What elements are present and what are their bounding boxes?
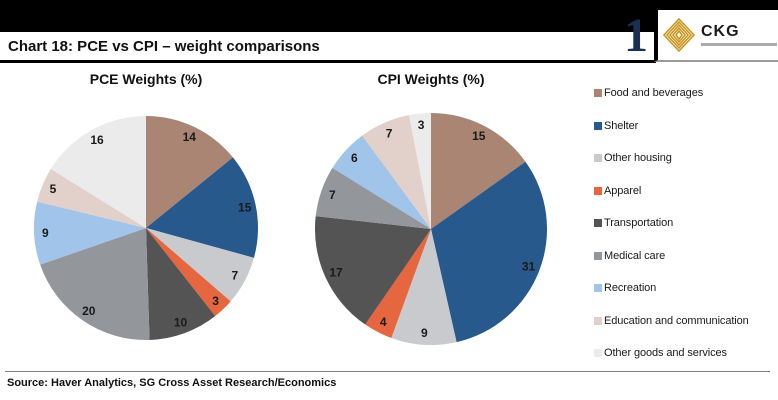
- ckg-diamond-ring: [671, 26, 687, 44]
- legend-swatch: [594, 316, 602, 325]
- pie-slice-label: 3: [418, 118, 425, 132]
- pie-slice: [391, 229, 457, 345]
- pie-slice-label: 9: [421, 326, 428, 340]
- pie-slice-label: 20: [82, 304, 96, 318]
- pce-pie-chart: 14 15 73 10 20 9 5 16: [34, 116, 258, 340]
- pce-pie-title: PCE Weights (%): [89, 71, 203, 87]
- legend-label: Recreation: [604, 282, 657, 294]
- pie-slice: [50, 116, 146, 228]
- pie-slice-label: 9: [42, 226, 49, 240]
- pie-slice-label: 14: [183, 130, 197, 144]
- pie-slice-label: 17: [329, 265, 343, 279]
- legend-swatch: [594, 284, 602, 292]
- ckg-diamond-ring: [665, 20, 693, 50]
- pie-slice-label: 6: [351, 151, 358, 165]
- legend-label: Apparel: [604, 184, 642, 197]
- pie-slice: [146, 228, 231, 317]
- legend-swatch: [594, 89, 602, 97]
- pie-slice: [409, 113, 431, 229]
- legend-item: Food and beverages: [594, 88, 749, 100]
- legend-item: Transportation: [594, 218, 749, 230]
- source-note: Source: Haver Analytics, SG Cross Asset …: [7, 377, 337, 389]
- ckg-logo: CKG: [654, 10, 778, 62]
- legend-swatch: [594, 219, 602, 227]
- pie-slice-label: 15: [238, 200, 252, 214]
- pie-slice-label: 16: [90, 133, 104, 147]
- chart-title: Chart 18: PCE vs CPI – weight comparison…: [8, 38, 320, 55]
- pie-slice-label: 10: [174, 316, 188, 330]
- ckg-logo-tagline: [701, 43, 777, 46]
- legend-label: Other goods and services: [604, 347, 727, 359]
- pie-slice: [37, 168, 146, 228]
- pie-slice-label: 5: [50, 182, 57, 196]
- legend-label: Medical care: [604, 249, 666, 262]
- pie-slice: [431, 113, 526, 229]
- legend-swatch: [594, 154, 602, 162]
- footer-divider: [5, 371, 770, 372]
- pie-slice-label: 4: [380, 315, 387, 329]
- pie-slice: [146, 116, 233, 228]
- pie-slice: [146, 228, 254, 302]
- ckg-diamond-ring: [668, 23, 690, 47]
- ckg-diamond-icon: [663, 18, 695, 52]
- cpi-pie-chart: 15 31 9 4 17 7 6 7 3: [315, 113, 547, 345]
- pie-slice: [365, 229, 431, 338]
- pie-slice: [332, 135, 431, 229]
- legend-swatch: [594, 186, 602, 195]
- cpi-pie-title: CPI Weights (%): [377, 71, 485, 87]
- pie-slice-label: 7: [386, 126, 393, 140]
- top-black-bar: [0, 0, 778, 32]
- pie-slice: [146, 228, 216, 340]
- page-number: 1: [624, 9, 648, 62]
- pie-slice-label: 7: [329, 188, 336, 202]
- legend-item: Shelter: [594, 119, 749, 133]
- legend-label: Other housing: [604, 152, 672, 164]
- legend-item: Education and communication: [594, 314, 749, 328]
- pie-slice-label: 3: [212, 294, 219, 308]
- pie-slice: [34, 201, 146, 265]
- pie-slice-label: 31: [522, 259, 536, 273]
- pie-slice: [431, 161, 547, 343]
- title-underline: [0, 60, 656, 63]
- legend-swatch: [594, 121, 602, 130]
- ckg-logo-text: CKG: [701, 23, 740, 40]
- legend-item: Other goods and services: [594, 348, 749, 360]
- pie-slice: [362, 115, 431, 229]
- legend-label: Shelter: [604, 119, 639, 132]
- legend-swatch: [594, 349, 602, 357]
- pie-slice: [315, 216, 431, 325]
- legend-item: Recreation: [594, 283, 749, 295]
- pie-slice: [146, 157, 258, 258]
- legend-item: Medical care: [594, 249, 749, 263]
- legend-item: Other housing: [594, 153, 749, 165]
- legend-swatch: [594, 251, 602, 260]
- legend-label: Transportation: [604, 217, 674, 229]
- pie-slice-label: 7: [232, 269, 239, 283]
- ckg-diamond-ring: [663, 18, 695, 52]
- pie-slice-label: 15: [472, 129, 486, 143]
- legend-label: Education and communication: [604, 314, 749, 327]
- legend: Food and beverages Shelter Other housing Ap…: [594, 88, 749, 360]
- pie-slice: [40, 228, 150, 340]
- legend-label: Food and beverages: [604, 87, 704, 99]
- ckg-diamond-ring: [675, 29, 683, 41]
- legend-item: Apparel: [594, 184, 749, 198]
- pie-slice: [315, 167, 431, 229]
